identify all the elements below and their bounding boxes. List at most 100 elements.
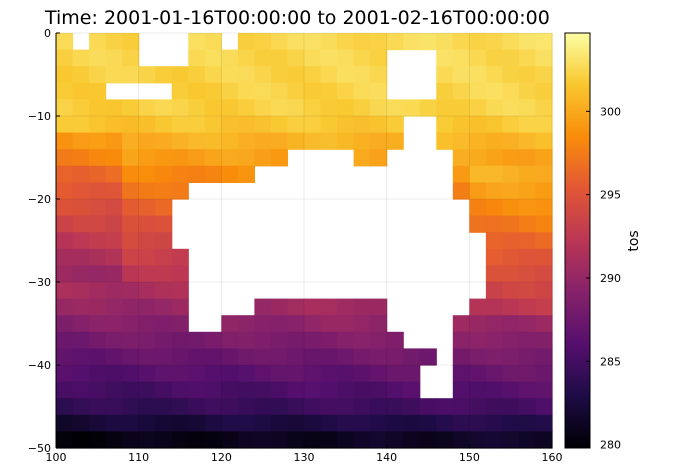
heatmap-cell (89, 365, 107, 383)
heatmap-cell (419, 33, 437, 51)
heatmap-cell (502, 82, 520, 100)
heatmap-cell (370, 414, 388, 432)
heatmap-cell (469, 132, 487, 150)
heatmap-cell (237, 331, 255, 349)
heatmap-cell (436, 99, 454, 117)
heatmap-cell (469, 215, 487, 233)
heatmap-cell (254, 99, 272, 117)
heatmap-cell (469, 381, 487, 399)
heatmap-cell (370, 315, 388, 333)
heatmap-cell (518, 99, 537, 117)
heatmap-cell (485, 49, 503, 67)
x-tick-label: 100 (46, 451, 67, 464)
heatmap-cell (469, 49, 487, 67)
heatmap-cell (469, 116, 487, 134)
heatmap-cell (105, 49, 123, 67)
heatmap-cell (72, 149, 90, 167)
heatmap-cell (370, 82, 388, 100)
heatmap-cell (403, 381, 421, 399)
heatmap-cell (320, 116, 338, 134)
heatmap-cell (469, 298, 487, 316)
heatmap-cell (89, 315, 107, 333)
heatmap-cell (518, 381, 537, 399)
heatmap-cell (485, 132, 503, 150)
heatmap-cell (171, 82, 189, 100)
heatmap-cell (105, 398, 123, 416)
heatmap-cell (535, 182, 553, 200)
heatmap-cell (320, 66, 338, 84)
heatmap-cell (469, 348, 487, 366)
heatmap-cell (105, 331, 123, 349)
heatmap-cell (155, 248, 173, 266)
heatmap-cell (89, 215, 107, 233)
colorbar: 280 285 290 295 300 (564, 32, 621, 452)
heatmap-cell (204, 331, 222, 349)
heatmap-cell (89, 232, 107, 250)
heatmap-cell (353, 99, 371, 117)
heatmap-cell (452, 165, 470, 183)
heatmap-cell (353, 431, 371, 449)
heatmap-cell (254, 132, 272, 150)
heatmap-cell (485, 315, 503, 333)
heatmap-cell (535, 215, 553, 233)
heatmap-cell (237, 348, 255, 366)
heatmap-cell (502, 165, 520, 183)
heatmap-cell (270, 331, 289, 349)
heatmap-cell (518, 298, 537, 316)
heatmap-cell (403, 99, 421, 117)
heatmap-cell (518, 232, 537, 250)
y-tick-label: −20 (28, 193, 51, 206)
heatmap-cell (237, 99, 255, 117)
heatmap-cell (386, 431, 404, 449)
heatmap-cell (452, 33, 470, 51)
heatmap-cell (254, 348, 272, 366)
heatmap-cell (535, 66, 553, 84)
heatmap-cell (287, 365, 305, 383)
heatmap-cell (436, 116, 454, 134)
heatmap-cell (221, 365, 239, 383)
heatmap-cell (287, 348, 305, 366)
heatmap-cell (138, 99, 156, 117)
heatmap-cell (502, 99, 520, 117)
heatmap-cell (72, 199, 90, 217)
colorbar-gradient (565, 33, 590, 448)
heatmap-cell (270, 414, 289, 432)
heatmap-cell (72, 414, 90, 432)
heatmap-cell (221, 348, 239, 366)
heatmap-cell (56, 265, 74, 283)
heatmap-cell (56, 315, 74, 333)
heatmap-cell (337, 116, 355, 134)
heatmap-cell (122, 49, 140, 67)
heatmap-cell (56, 116, 74, 134)
heatmap-cell (171, 298, 189, 316)
heatmap-cell (72, 315, 90, 333)
heatmap-cell (204, 381, 222, 399)
heatmap-cell (56, 33, 74, 51)
heatmap-cell (138, 182, 156, 200)
heatmap-cell (452, 431, 470, 449)
heatmap-cell (353, 82, 371, 100)
heatmap-cell (72, 116, 90, 134)
heatmap-cell (122, 149, 140, 167)
heatmap-cell (237, 365, 255, 383)
heatmap-cell (304, 49, 322, 67)
heatmap-cell (138, 116, 156, 134)
heatmap-cell (370, 99, 388, 117)
heatmap-cell (56, 348, 74, 366)
heatmap-cell (485, 182, 503, 200)
heatmap-cell (171, 381, 189, 399)
heatmap-cell (105, 414, 123, 432)
heatmap-cell (535, 398, 553, 416)
heatmap-cell (72, 215, 90, 233)
heatmap-cell (452, 182, 470, 200)
heatmap-cell (138, 265, 156, 283)
heatmap-cell (535, 265, 553, 283)
heatmap-cell (502, 414, 520, 432)
heatmap-cell (304, 66, 322, 84)
heatmap-cell (122, 99, 140, 117)
heatmap-cell (171, 248, 189, 266)
heatmap-cell (518, 82, 537, 100)
heatmap-cell (370, 298, 388, 316)
heatmap-cell (518, 248, 537, 266)
heatmap-cell (370, 49, 388, 67)
